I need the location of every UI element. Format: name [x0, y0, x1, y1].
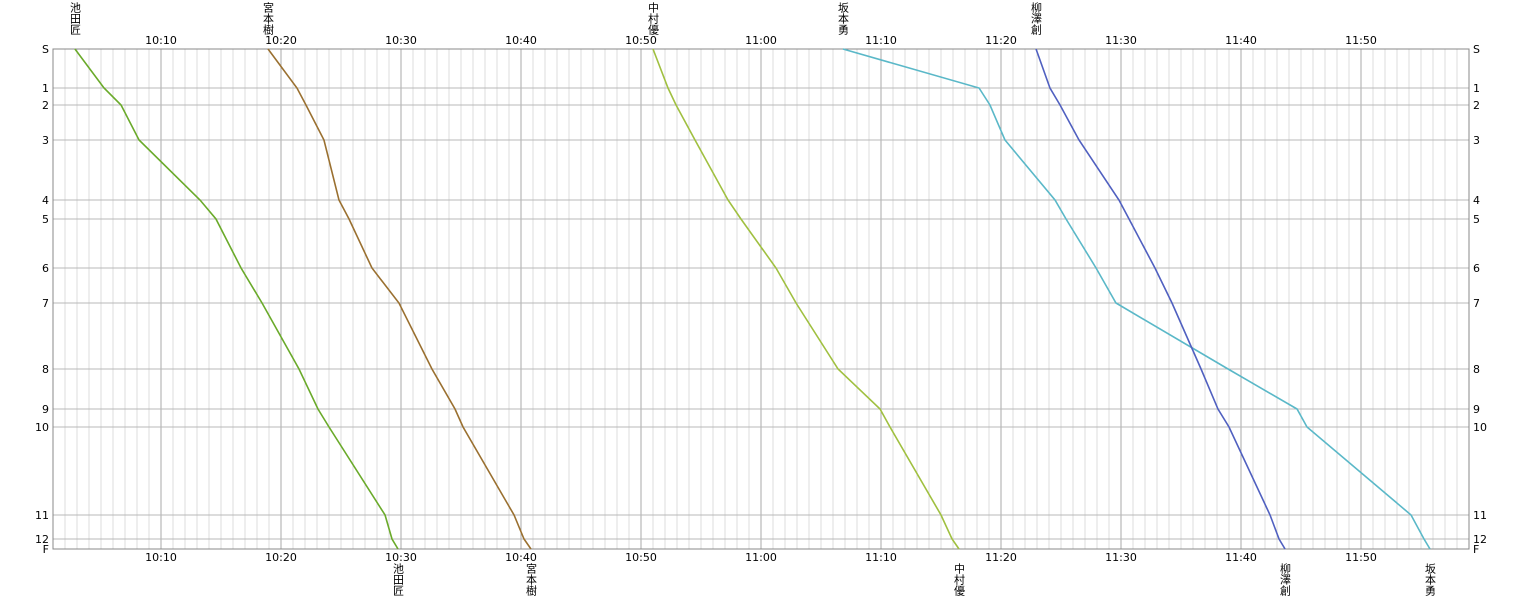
y-tick-label: F — [43, 543, 49, 556]
x-tick-label: 11:30 — [1105, 551, 1137, 564]
x-tick-label: 11:50 — [1345, 551, 1377, 564]
y-tick-label: 1 — [1473, 82, 1480, 95]
y-tick-label: 10 — [35, 421, 49, 434]
y-tick-label: 8 — [42, 363, 49, 376]
y-tick-label: 3 — [1473, 134, 1480, 147]
x-tick-label: 11:40 — [1225, 551, 1257, 564]
y-tick-label: 6 — [1473, 262, 1480, 275]
x-tick-label: 11:20 — [985, 34, 1017, 47]
x-tick-label: 10:10 — [145, 34, 177, 47]
y-tick-label: 6 — [42, 262, 49, 275]
x-tick-label: 11:20 — [985, 551, 1017, 564]
y-tick-label: 12 — [35, 533, 49, 546]
runner-label: 池田匠 — [68, 2, 81, 35]
runner-line — [267, 48, 532, 550]
y-tick-label: 2 — [42, 99, 49, 112]
x-tick-label: 10:20 — [265, 551, 297, 564]
runner-line — [1035, 48, 1286, 550]
x-tick-label: 10:50 — [625, 34, 657, 47]
y-tick-label: 11 — [1473, 509, 1487, 522]
y-tick-label: 8 — [1473, 363, 1480, 376]
x-tick-label: 10:10 — [145, 551, 177, 564]
runner-label: 中村優 — [647, 2, 660, 36]
runner-label: 柳澤創 — [1030, 1, 1043, 36]
runner-line — [652, 48, 960, 550]
y-tick-label: 9 — [1473, 403, 1480, 416]
y-tick-label: 5 — [42, 213, 49, 226]
y-tick-label: 4 — [42, 194, 49, 207]
runner-label: 柳澤創 — [1279, 562, 1292, 597]
x-tick-label: 10:50 — [625, 551, 657, 564]
x-tick-label: 11:40 — [1225, 34, 1257, 47]
runner-line — [74, 48, 399, 550]
y-tick-label: 3 — [42, 134, 49, 147]
y-tick-label: 9 — [42, 403, 49, 416]
x-tick-label: 10:30 — [385, 551, 417, 564]
runner-label: 宮本樹 — [262, 1, 275, 36]
runner-label: 坂本勇 — [1424, 563, 1437, 597]
y-tick-label: S — [42, 43, 49, 56]
x-tick-label: 10:30 — [385, 34, 417, 47]
runner-label: 池田匠 — [392, 563, 405, 596]
x-tick-label: 10:40 — [505, 34, 537, 47]
y-tick-label: 11 — [35, 509, 49, 522]
runner-label: 坂本勇 — [836, 2, 849, 36]
y-tick-label: 7 — [42, 297, 49, 310]
x-tick-label: 11:10 — [865, 551, 897, 564]
runner-label: 宮本樹 — [524, 562, 537, 597]
runner-label: 中村優 — [953, 563, 966, 597]
y-tick-label: 10 — [1473, 421, 1487, 434]
y-tick-label: S — [1473, 43, 1480, 56]
grid — [52, 48, 1470, 550]
y-tick-label: 2 — [1473, 99, 1480, 112]
y-tick-label: 5 — [1473, 213, 1480, 226]
y-tick-label: 12 — [1473, 533, 1487, 546]
runner-line — [842, 48, 1431, 550]
y-tick-label: 1 — [42, 82, 49, 95]
x-tick-label: 11:00 — [745, 34, 777, 47]
y-tick-label: F — [1473, 543, 1479, 556]
plot-frame — [52, 48, 1470, 550]
y-tick-label: 4 — [1473, 194, 1480, 207]
x-tick-label: 11:00 — [745, 551, 777, 564]
y-tick-label: 7 — [1473, 297, 1480, 310]
x-tick-label: 11:30 — [1105, 34, 1137, 47]
x-tick-label: 11:10 — [865, 34, 897, 47]
x-tick-label: 11:50 — [1345, 34, 1377, 47]
x-tick-label: 10:20 — [265, 34, 297, 47]
x-tick-label: 10:40 — [505, 551, 537, 564]
